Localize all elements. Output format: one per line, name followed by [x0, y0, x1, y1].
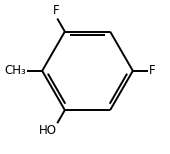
- Text: F: F: [53, 4, 60, 17]
- Text: CH₃: CH₃: [4, 64, 26, 77]
- Text: F: F: [149, 64, 156, 77]
- Text: HO: HO: [39, 124, 57, 137]
